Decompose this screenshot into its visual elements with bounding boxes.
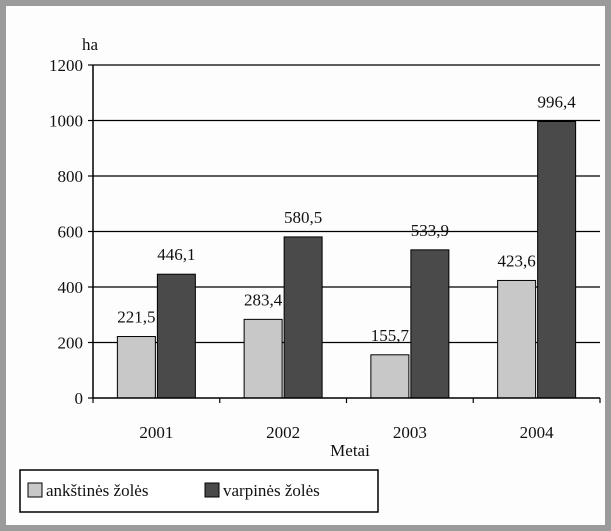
bar-ankstines-2004 xyxy=(497,279,537,399)
x-tick-labels: 2001 2002 2003 2004 xyxy=(139,423,554,442)
y-axis-label: ha xyxy=(82,35,99,54)
bar-varpines-2001 xyxy=(156,273,196,399)
legend-label-varpines: varpinės žolės xyxy=(223,481,320,500)
data-label-ankstines-2001: 221,5 xyxy=(117,308,155,327)
data-label-varpines-2002: 580,5 xyxy=(284,208,322,227)
axes xyxy=(92,65,600,399)
y-tick-label: 0 xyxy=(75,389,84,408)
x-axis-label: Metai xyxy=(330,441,370,460)
y-tick-label: 1000 xyxy=(49,112,83,131)
y-tick-label: 400 xyxy=(58,278,84,297)
bar-ankstines-2003 xyxy=(370,354,410,399)
y-tick-label: 200 xyxy=(58,334,84,353)
data-labels: 221,5 446,1 283,4 580,5 155,7 533,9 423,6 996,4 xyxy=(117,92,576,344)
data-label-ankstines-2002: 283,4 xyxy=(244,290,283,309)
bar-ankstines-2002 xyxy=(243,318,283,399)
data-label-varpines-2001: 446,1 xyxy=(157,245,195,264)
y-tick-label: 600 xyxy=(58,223,84,242)
data-label-varpines-2004: 996,4 xyxy=(538,92,577,111)
bar-varpines-2002 xyxy=(283,236,323,399)
y-tick-label: 800 xyxy=(58,167,84,186)
x-tick-label: 2002 xyxy=(266,423,300,442)
bar-varpines-2003 xyxy=(410,249,450,399)
y-tick-label: 1200 xyxy=(49,56,83,75)
legend-swatch-varpines xyxy=(204,482,220,498)
data-label-ankstines-2003: 155,7 xyxy=(371,326,410,345)
bars xyxy=(116,120,577,399)
bar-varpines-2004 xyxy=(537,120,577,399)
data-label-ankstines-2004: 423,6 xyxy=(498,251,536,270)
legend-swatch-ankstines xyxy=(27,482,43,498)
legend: ankštinės žolės varpinės žolės xyxy=(19,469,379,513)
legend-label-ankstines: ankštinės žolės xyxy=(46,481,148,500)
x-tick-label: 2001 xyxy=(139,423,173,442)
x-tick-label: 2003 xyxy=(393,423,427,442)
data-label-varpines-2003: 533,9 xyxy=(411,221,449,240)
x-tick-label: 2004 xyxy=(520,423,555,442)
legend-box xyxy=(19,469,379,513)
y-tick-labels: 0 200 400 600 800 1000 1200 xyxy=(49,56,83,408)
bar-ankstines-2001 xyxy=(116,336,156,399)
